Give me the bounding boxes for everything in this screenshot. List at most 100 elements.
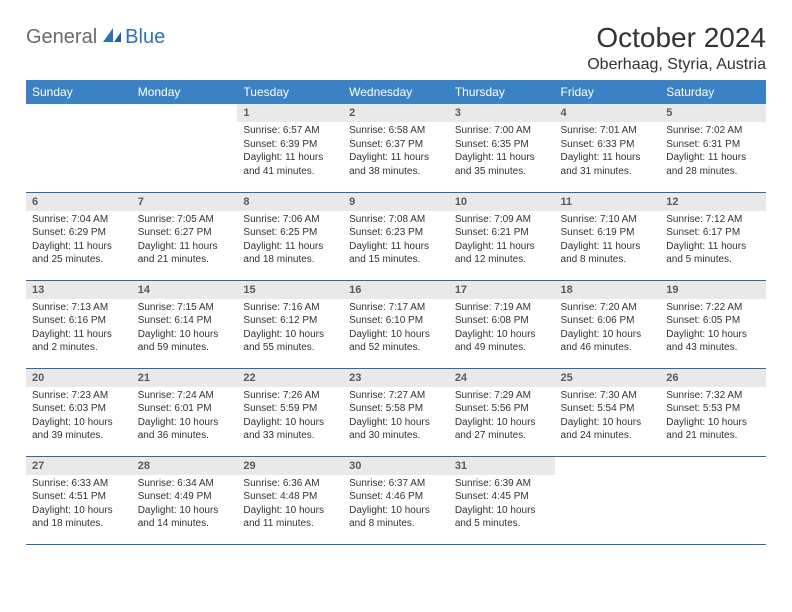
day-details: Sunrise: 7:27 AMSunset: 5:58 PMDaylight:… <box>343 387 449 447</box>
calendar-day-cell: 1Sunrise: 6:57 AMSunset: 6:39 PMDaylight… <box>237 104 343 192</box>
calendar-day-cell: 6Sunrise: 7:04 AMSunset: 6:29 PMDaylight… <box>26 192 132 280</box>
calendar-day-cell: 9Sunrise: 7:08 AMSunset: 6:23 PMDaylight… <box>343 192 449 280</box>
day-details: Sunrise: 7:30 AMSunset: 5:54 PMDaylight:… <box>555 387 661 447</box>
day-number: 20 <box>26 369 132 387</box>
day-number: 17 <box>449 281 555 299</box>
day-number: 8 <box>237 193 343 211</box>
calendar-day-cell: 7Sunrise: 7:05 AMSunset: 6:27 PMDaylight… <box>132 192 238 280</box>
calendar-day-cell: 3Sunrise: 7:00 AMSunset: 6:35 PMDaylight… <box>449 104 555 192</box>
logo-text-blue: Blue <box>125 26 165 49</box>
day-details: Sunrise: 7:05 AMSunset: 6:27 PMDaylight:… <box>132 211 238 271</box>
day-number: 5 <box>660 104 766 122</box>
day-details: Sunrise: 7:19 AMSunset: 6:08 PMDaylight:… <box>449 299 555 359</box>
day-number: 29 <box>237 457 343 475</box>
day-number: 15 <box>237 281 343 299</box>
calendar-day-cell: .. <box>26 104 132 192</box>
calendar-day-cell: 12Sunrise: 7:12 AMSunset: 6:17 PMDayligh… <box>660 192 766 280</box>
calendar-week-row: 20Sunrise: 7:23 AMSunset: 6:03 PMDayligh… <box>26 368 766 456</box>
calendar-day-cell: .. <box>132 104 238 192</box>
day-details: Sunrise: 7:08 AMSunset: 6:23 PMDaylight:… <box>343 211 449 271</box>
day-details: Sunrise: 7:16 AMSunset: 6:12 PMDaylight:… <box>237 299 343 359</box>
day-details: Sunrise: 7:04 AMSunset: 6:29 PMDaylight:… <box>26 211 132 271</box>
day-number: 10 <box>449 193 555 211</box>
day-number: 31 <box>449 457 555 475</box>
day-details: Sunrise: 6:37 AMSunset: 4:46 PMDaylight:… <box>343 475 449 535</box>
calendar-day-cell: 31Sunrise: 6:39 AMSunset: 4:45 PMDayligh… <box>449 456 555 544</box>
day-details: Sunrise: 6:33 AMSunset: 4:51 PMDaylight:… <box>26 475 132 535</box>
weekday-header: Friday <box>555 80 661 104</box>
calendar-day-cell: 13Sunrise: 7:13 AMSunset: 6:16 PMDayligh… <box>26 280 132 368</box>
calendar-week-row: 27Sunrise: 6:33 AMSunset: 4:51 PMDayligh… <box>26 456 766 544</box>
day-number: 9 <box>343 193 449 211</box>
day-details: Sunrise: 7:29 AMSunset: 5:56 PMDaylight:… <box>449 387 555 447</box>
calendar-day-cell: 26Sunrise: 7:32 AMSunset: 5:53 PMDayligh… <box>660 368 766 456</box>
calendar-table: Sunday Monday Tuesday Wednesday Thursday… <box>26 80 766 545</box>
day-number: 25 <box>555 369 661 387</box>
calendar-day-cell: 24Sunrise: 7:29 AMSunset: 5:56 PMDayligh… <box>449 368 555 456</box>
calendar-week-row: 13Sunrise: 7:13 AMSunset: 6:16 PMDayligh… <box>26 280 766 368</box>
day-number: 18 <box>555 281 661 299</box>
day-details: Sunrise: 7:02 AMSunset: 6:31 PMDaylight:… <box>660 122 766 182</box>
calendar-day-cell: 5Sunrise: 7:02 AMSunset: 6:31 PMDaylight… <box>660 104 766 192</box>
calendar-day-cell: 28Sunrise: 6:34 AMSunset: 4:49 PMDayligh… <box>132 456 238 544</box>
day-number: 26 <box>660 369 766 387</box>
day-number: 27 <box>26 457 132 475</box>
calendar-day-cell: 17Sunrise: 7:19 AMSunset: 6:08 PMDayligh… <box>449 280 555 368</box>
weekday-header-row: Sunday Monday Tuesday Wednesday Thursday… <box>26 80 766 104</box>
calendar-day-cell: 19Sunrise: 7:22 AMSunset: 6:05 PMDayligh… <box>660 280 766 368</box>
day-details: Sunrise: 7:26 AMSunset: 5:59 PMDaylight:… <box>237 387 343 447</box>
day-number: 22 <box>237 369 343 387</box>
day-details: Sunrise: 7:15 AMSunset: 6:14 PMDaylight:… <box>132 299 238 359</box>
calendar-day-cell: 11Sunrise: 7:10 AMSunset: 6:19 PMDayligh… <box>555 192 661 280</box>
logo-text-general: General <box>26 26 97 49</box>
day-number: 3 <box>449 104 555 122</box>
day-details: Sunrise: 7:24 AMSunset: 6:01 PMDaylight:… <box>132 387 238 447</box>
calendar-day-cell: 25Sunrise: 7:30 AMSunset: 5:54 PMDayligh… <box>555 368 661 456</box>
day-number: 28 <box>132 457 238 475</box>
calendar-day-cell: 16Sunrise: 7:17 AMSunset: 6:10 PMDayligh… <box>343 280 449 368</box>
day-number: 16 <box>343 281 449 299</box>
day-details: Sunrise: 7:23 AMSunset: 6:03 PMDaylight:… <box>26 387 132 447</box>
calendar-day-cell: 23Sunrise: 7:27 AMSunset: 5:58 PMDayligh… <box>343 368 449 456</box>
weekday-header: Thursday <box>449 80 555 104</box>
calendar-day-cell: 14Sunrise: 7:15 AMSunset: 6:14 PMDayligh… <box>132 280 238 368</box>
day-number: 1 <box>237 104 343 122</box>
calendar-day-cell: 27Sunrise: 6:33 AMSunset: 4:51 PMDayligh… <box>26 456 132 544</box>
day-number: 11 <box>555 193 661 211</box>
calendar-day-cell: 18Sunrise: 7:20 AMSunset: 6:06 PMDayligh… <box>555 280 661 368</box>
calendar-week-row: 6Sunrise: 7:04 AMSunset: 6:29 PMDaylight… <box>26 192 766 280</box>
day-number: 14 <box>132 281 238 299</box>
day-number: 23 <box>343 369 449 387</box>
day-details: Sunrise: 6:57 AMSunset: 6:39 PMDaylight:… <box>237 122 343 182</box>
weekday-header: Tuesday <box>237 80 343 104</box>
weekday-header: Monday <box>132 80 238 104</box>
day-details: Sunrise: 7:00 AMSunset: 6:35 PMDaylight:… <box>449 122 555 182</box>
header: General Blue October 2024 Oberhaag, Styr… <box>26 22 766 74</box>
location: Oberhaag, Styria, Austria <box>587 56 766 74</box>
weekday-header: Sunday <box>26 80 132 104</box>
logo: General Blue <box>26 22 165 49</box>
calendar-day-cell: 2Sunrise: 6:58 AMSunset: 6:37 PMDaylight… <box>343 104 449 192</box>
calendar-day-cell: .. <box>660 456 766 544</box>
day-number: 24 <box>449 369 555 387</box>
day-details: Sunrise: 7:10 AMSunset: 6:19 PMDaylight:… <box>555 211 661 271</box>
title-block: October 2024 Oberhaag, Styria, Austria <box>587 22 766 74</box>
day-details: Sunrise: 7:20 AMSunset: 6:06 PMDaylight:… <box>555 299 661 359</box>
day-number: 12 <box>660 193 766 211</box>
day-details: Sunrise: 7:01 AMSunset: 6:33 PMDaylight:… <box>555 122 661 182</box>
day-details: Sunrise: 7:17 AMSunset: 6:10 PMDaylight:… <box>343 299 449 359</box>
day-number: 2 <box>343 104 449 122</box>
calendar-week-row: ....1Sunrise: 6:57 AMSunset: 6:39 PMDayl… <box>26 104 766 192</box>
calendar-day-cell: 21Sunrise: 7:24 AMSunset: 6:01 PMDayligh… <box>132 368 238 456</box>
day-details: Sunrise: 7:32 AMSunset: 5:53 PMDaylight:… <box>660 387 766 447</box>
day-number: 30 <box>343 457 449 475</box>
weekday-header: Saturday <box>660 80 766 104</box>
calendar-day-cell: 20Sunrise: 7:23 AMSunset: 6:03 PMDayligh… <box>26 368 132 456</box>
day-details: Sunrise: 6:34 AMSunset: 4:49 PMDaylight:… <box>132 475 238 535</box>
day-details: Sunrise: 7:06 AMSunset: 6:25 PMDaylight:… <box>237 211 343 271</box>
calendar-day-cell: 10Sunrise: 7:09 AMSunset: 6:21 PMDayligh… <box>449 192 555 280</box>
day-number: 13 <box>26 281 132 299</box>
day-details: Sunrise: 6:36 AMSunset: 4:48 PMDaylight:… <box>237 475 343 535</box>
day-number: 21 <box>132 369 238 387</box>
calendar-day-cell: 8Sunrise: 7:06 AMSunset: 6:25 PMDaylight… <box>237 192 343 280</box>
